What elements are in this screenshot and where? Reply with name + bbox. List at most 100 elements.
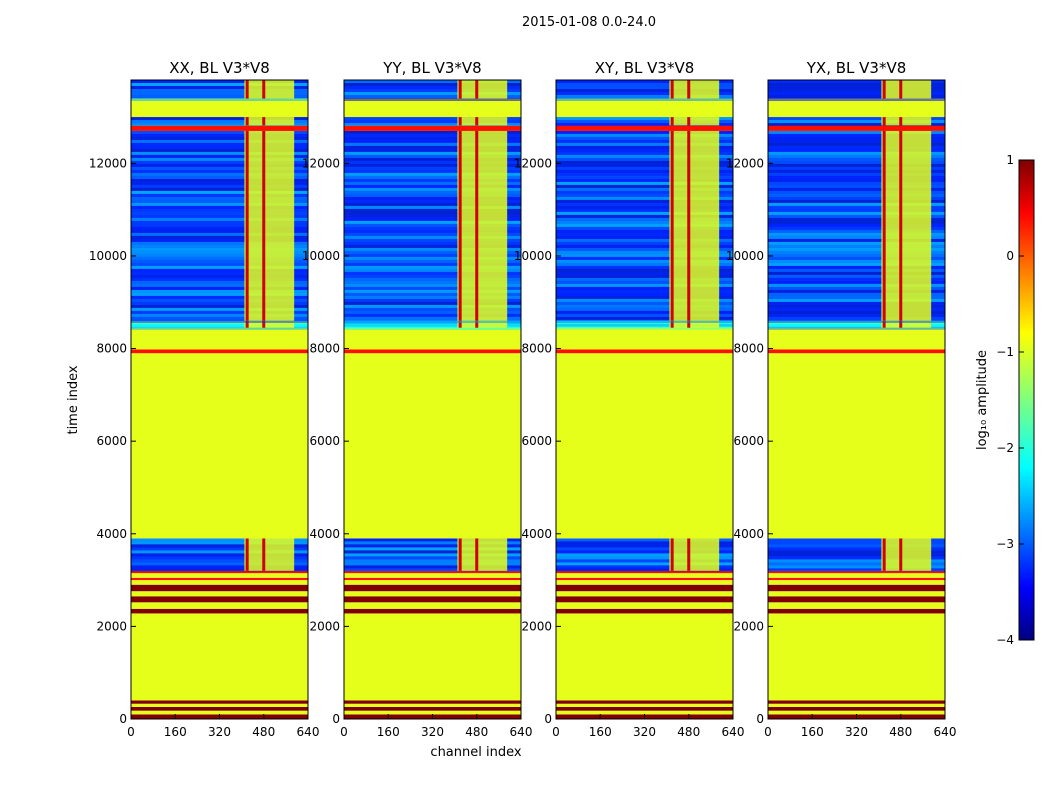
y-tick-label: 0 [756,712,764,726]
rfi-column [670,117,674,126]
heatmap-cells [556,80,733,719]
heatmap-stripe [131,559,308,563]
heatmap-stripe [344,304,521,308]
heatmap-stripe [344,166,521,170]
heatmap-band [556,613,733,701]
heatmap-stripe [344,565,521,569]
heatmap-stripe [131,541,308,545]
rfi-column [882,117,886,126]
heatmap-stripe [344,148,521,152]
heatmap-band [556,125,733,131]
heatmap-stripe [344,133,521,137]
heatmap-stripe [768,136,945,140]
heatmap-stripe [768,214,945,218]
heatmap-stripe [131,157,308,161]
heatmap-band [556,596,733,603]
y-tick-label: 4000 [309,527,340,541]
heatmap-stripe [344,274,521,278]
heatmap-stripe [768,190,945,194]
colorbar: 1 0 −1 −2 −3 −4 log₁₀ amplitude [975,153,1035,647]
heatmap-stripe [556,151,733,155]
heatmap-stripe [131,286,308,290]
heatmap-stripe [344,323,521,327]
x-tick-label: 160 [801,725,824,739]
heatmap-stripe [556,556,733,560]
heatmap-stripe [131,193,308,197]
heatmap-stripe [131,98,308,101]
heatmap-stripe [768,247,945,251]
heatmap-stripe [556,247,733,251]
heatmap-stripe [768,559,945,563]
heatmap-stripe [768,326,945,330]
heatmap-stripe [556,262,733,266]
heatmap-stripe [131,133,308,137]
heatmap-stripe [131,253,308,257]
heatmap-stripe [768,235,945,239]
heatmap-stripe [556,80,733,83]
heatmap-stripe [768,187,945,191]
heatmap-stripe [768,259,945,263]
heatmap-stripe [768,304,945,308]
heatmap-stripe [768,286,945,290]
heatmap-stripe [344,301,521,305]
heatmap-stripe [768,89,945,92]
rfi-column [899,130,903,321]
rfi-column [245,130,249,321]
heatmap-stripe [556,89,733,92]
rfi-column [475,117,479,126]
x-tick-label: 0 [127,725,135,739]
heatmap-stripe [344,289,521,293]
heatmap-band [768,602,945,609]
heatmap-stripe [344,117,521,121]
rfi-column [670,80,674,99]
heatmap-stripe [131,274,308,278]
heatmap-stripe [131,259,308,263]
heatmap-stripe [768,202,945,206]
rfi-column [899,538,903,571]
heatmap-stripe [344,80,521,83]
heatmap-band [344,602,521,609]
x-tick-label: 640 [510,725,533,739]
colorbar-tick-label: −1 [996,345,1014,359]
rfi-column [899,80,903,99]
heatmap-stripe [556,538,733,542]
flagged-band [669,117,720,126]
flagged-band [881,320,932,328]
heatmap-stripe [556,184,733,188]
heatmap-stripe [768,154,945,158]
heatmap-band [556,327,733,350]
heatmap-stripe [768,148,945,152]
heatmap-stripe [768,244,945,248]
heatmap-stripe [131,229,308,233]
heatmap-stripe [556,217,733,221]
heatmap-stripe [131,316,308,320]
rfi-column [475,130,479,321]
heatmap-stripe [344,298,521,302]
y-tick-label: 8000 [96,342,127,356]
heatmap-stripe [131,190,308,194]
heatmap-stripe [768,160,945,164]
heatmap-stripe [344,229,521,233]
heatmap-stripe [556,241,733,245]
heatmap-stripe [556,310,733,314]
heatmap-stripe [556,181,733,185]
heatmap-stripe [344,193,521,197]
heatmap-band [768,125,945,131]
x-tick-label: 640 [297,725,320,739]
rfi-column [475,538,479,571]
y-tick-label: 6000 [96,434,127,448]
heatmap-stripe [556,268,733,272]
heatmap-stripe [131,301,308,305]
heatmap-stripe [131,178,308,182]
heatmap-stripe [344,307,521,311]
heatmap-stripe [344,292,521,296]
heatmap-stripe [556,145,733,149]
colorbar-tick-label: −2 [996,441,1014,455]
panel-4: YX, BL V3*V8 0 160 320 480 640 0 2000 4000 6000 80… [726,59,957,739]
heatmap-stripe [556,286,733,290]
heatmap-stripe [344,283,521,287]
rfi-column [687,117,691,126]
heatmap-stripe [556,83,733,86]
heatmap-stripe [768,238,945,242]
heatmap-stripe [556,295,733,299]
